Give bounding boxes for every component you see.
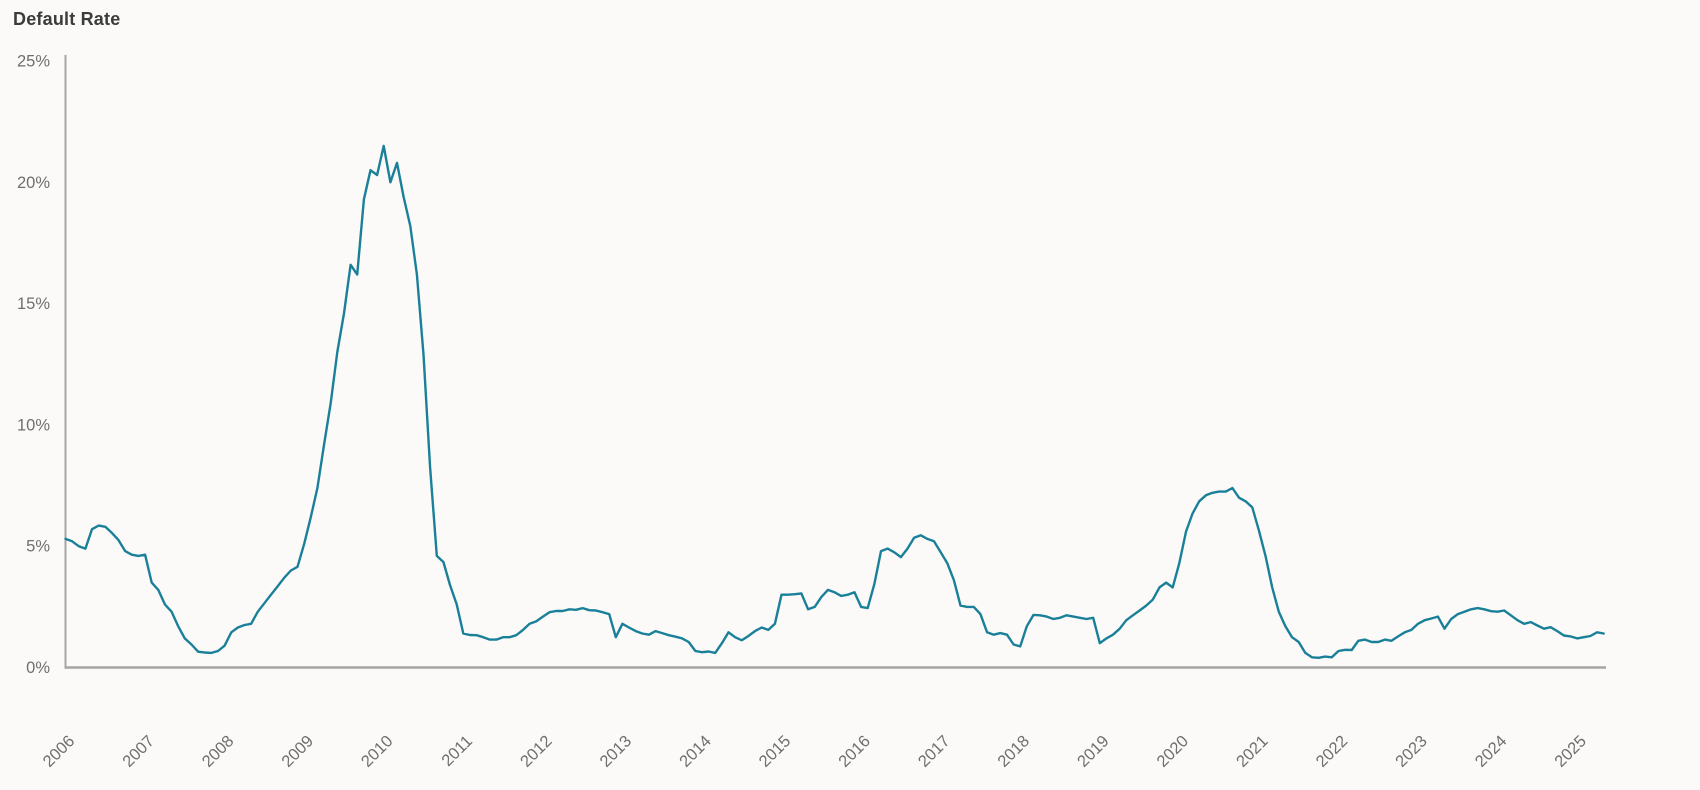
x-tick-label: 2009: [278, 732, 317, 771]
x-tick-label: 2016: [835, 732, 874, 771]
x-tick-label: 2015: [756, 732, 795, 771]
x-tick-label: 2021: [1233, 732, 1272, 771]
x-tick-label: 2018: [994, 732, 1033, 771]
x-tick-label: 2020: [1153, 732, 1192, 771]
x-tick-label: 2006: [40, 732, 79, 771]
x-tick-label: 2013: [597, 732, 636, 771]
x-tick-label: 2024: [1472, 732, 1511, 771]
y-tick-label: 5%: [26, 538, 50, 556]
y-tick-label: 10%: [17, 416, 50, 434]
x-tick-label: 2011: [438, 732, 476, 770]
x-tick-label: 2017: [915, 732, 954, 771]
y-tick-labels: 0% 5% 10% 15% 20% 25%: [17, 53, 50, 678]
chart-title: Default Rate: [13, 9, 121, 29]
x-tick-label: 2008: [199, 732, 238, 771]
x-tick-label: 2025: [1551, 732, 1590, 771]
y-tick-label: 20%: [17, 174, 50, 192]
y-tick-label: 15%: [17, 295, 50, 313]
x-tick-label: 2022: [1313, 732, 1352, 771]
y-tick-label: 0%: [26, 659, 50, 677]
x-tick-label: 2023: [1392, 732, 1431, 771]
y-tick-label: 25%: [17, 53, 50, 71]
x-tick-label: 2007: [119, 732, 158, 771]
x-tick-label: 2019: [1074, 732, 1113, 771]
x-tick-labels: 2006 2007 2008 2009 2010 2011 2012 2013 2014 2015…: [40, 732, 1590, 771]
x-tick-label: 2014: [676, 732, 715, 771]
x-tick-label: 2012: [517, 732, 556, 771]
x-tick-label: 2010: [358, 732, 397, 771]
default-rate-line-series: [64, 144, 1605, 659]
